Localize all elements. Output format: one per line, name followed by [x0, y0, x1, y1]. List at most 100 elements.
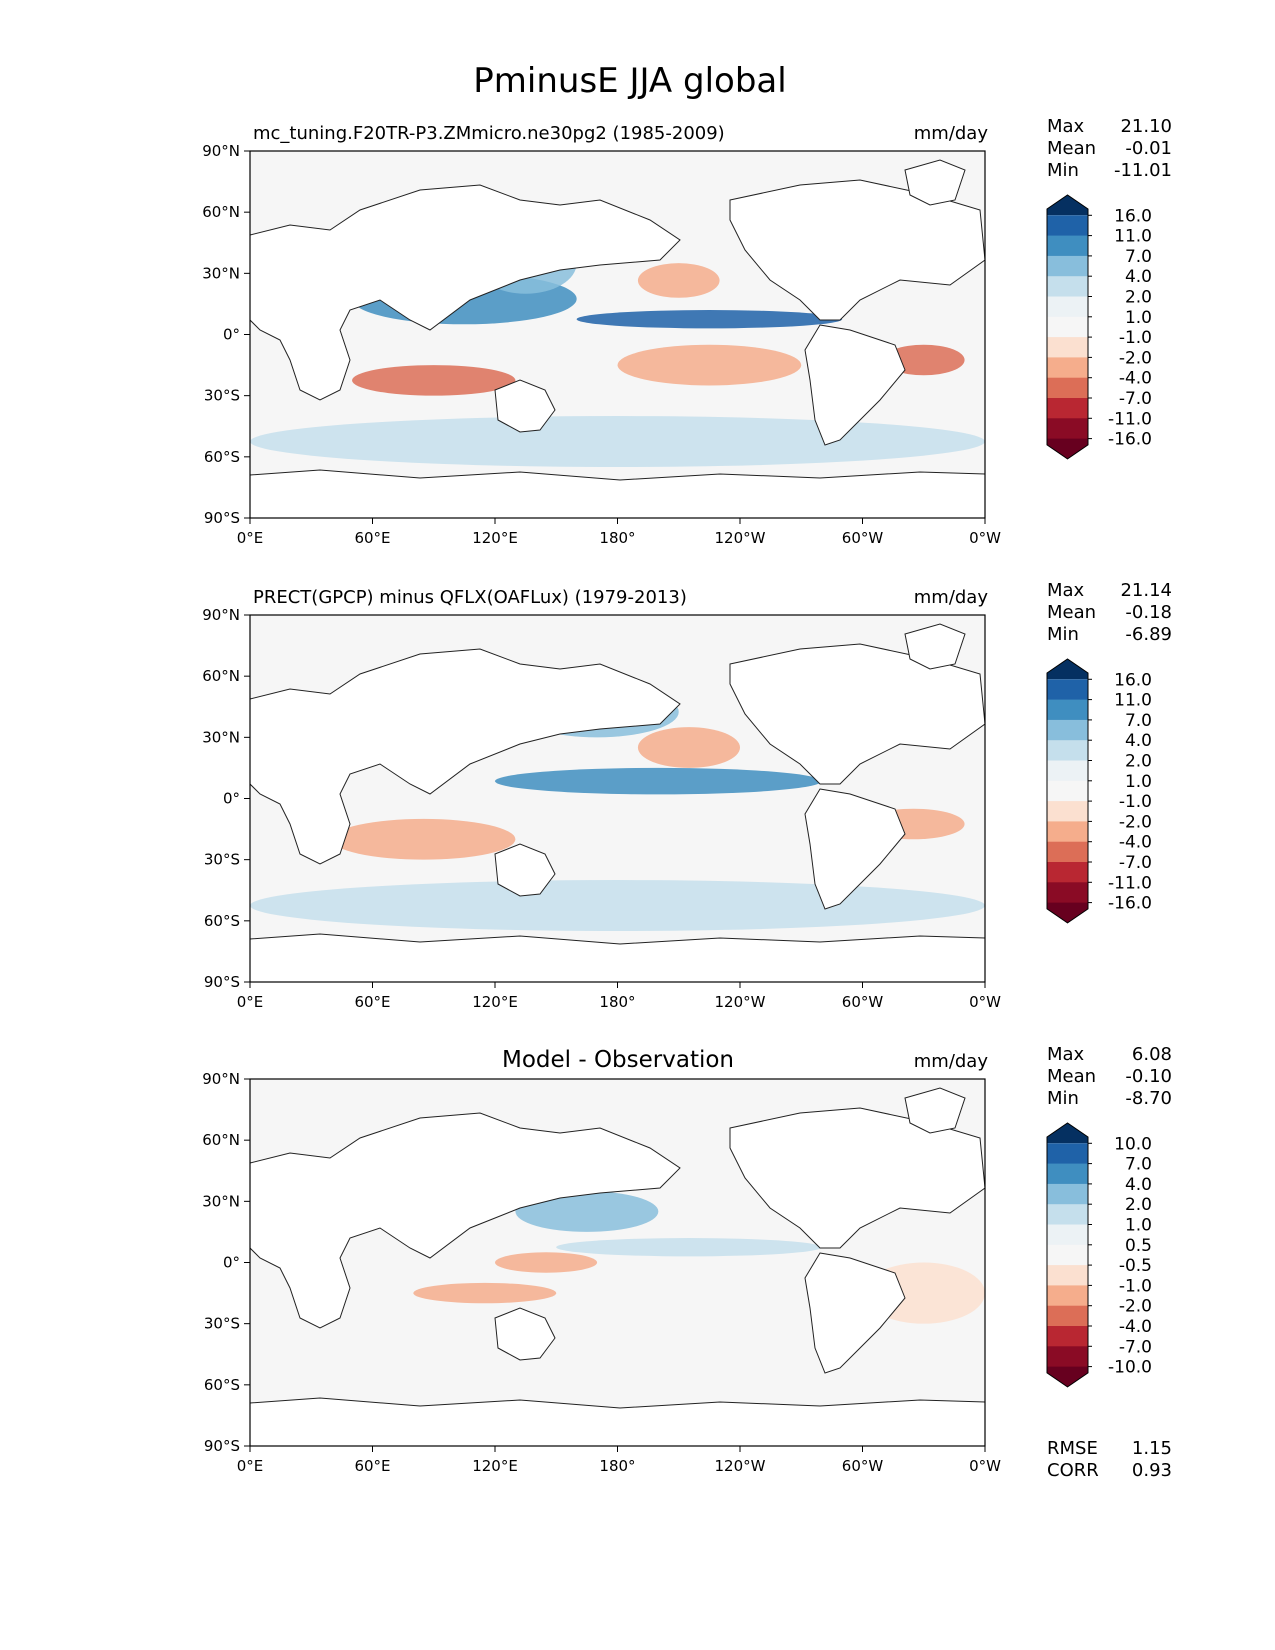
colorbar: 16.011.07.04.02.01.0-1.0-2.0-4.0-7.0-11.… [1046, 658, 1152, 924]
figure-title: PminusE JJA global [473, 61, 786, 101]
colorbar-label: -7.0 [1119, 853, 1152, 873]
colorbar-swatch [1047, 1224, 1088, 1246]
colorbar-label: -1.0 [1119, 328, 1152, 348]
y-tick-label: 0° [223, 790, 240, 808]
panel-title: PRECT(GPCP) minus QFLX(OAFLux) (1979-201… [253, 587, 687, 608]
continent-south-america [804, 788, 906, 910]
x-tick-label: 60°W [842, 1457, 884, 1475]
colorbar-label: -4.0 [1119, 833, 1152, 853]
continent-africa-eurasia [250, 648, 681, 865]
y-tick-label: 90°S [204, 509, 240, 527]
y-tick-label: 30°N [202, 728, 240, 746]
colorbar-label: 2.0 [1125, 288, 1152, 308]
x-tick-label: 60°W [842, 529, 884, 547]
stat-value: -6.89 [1125, 624, 1172, 645]
stat-label: Min [1047, 1088, 1079, 1109]
colorbar-swatch [1047, 882, 1088, 904]
x-axis: 0°E 60°E 120°E 180° 120°W 60°W 0°W [237, 518, 1001, 547]
x-tick-label: 180° [599, 993, 635, 1011]
colorbar-swatch [1047, 801, 1088, 822]
panel-model: mc_tuning.F20TR-P3.ZMmicro.ne30pg2 (1985… [202, 116, 1172, 547]
x-tick-label: 60°E [354, 529, 390, 547]
y-tick-label: 90°S [204, 973, 240, 991]
y-tick-label: 30°S [204, 851, 240, 869]
colorbar-label: 7.0 [1125, 1155, 1152, 1175]
units-label: mm/day [914, 1051, 989, 1072]
colorbar-swatch [1047, 296, 1088, 318]
y-tick-label: 30°N [202, 1192, 240, 1210]
field-feature-5 [250, 880, 985, 932]
stats-box: Max 6.08 Mean -0.10 Min -8.70 [1047, 1044, 1172, 1109]
continent-greenland [904, 159, 966, 206]
colorbar-label: 1.0 [1125, 1216, 1152, 1236]
continent-greenland [904, 623, 966, 670]
colorbar-label: 7.0 [1125, 711, 1152, 731]
stat-label: Mean [1047, 602, 1096, 623]
colorbar-swatch [1047, 1265, 1088, 1286]
colorbar-label: -11.0 [1108, 873, 1152, 893]
x-axis: 0°E 60°E 120°E 180° 120°W 60°W 0°W [237, 982, 1001, 1011]
stat-value: 21.14 [1120, 580, 1172, 601]
colorbar-swatch [1047, 1346, 1088, 1368]
field-features [250, 201, 985, 468]
stat-value: -11.01 [1114, 160, 1172, 181]
colorbar-swatch [1047, 740, 1088, 761]
colorbar-label: 2.0 [1125, 752, 1152, 772]
x-tick-label: 120°W [715, 529, 766, 547]
colorbar-label: -16.0 [1108, 430, 1152, 450]
panel-difference: Model - Observation mm/day 90°N 60°N 30°N 0… [202, 1044, 1172, 1481]
colorbar-label: 0.5 [1125, 1236, 1152, 1256]
stat-label: Max [1047, 116, 1085, 137]
x-tick-label: 120°E [472, 1457, 518, 1475]
colorbar-label: 4.0 [1125, 1175, 1152, 1195]
colorbar-swatch [1047, 1183, 1088, 1205]
metric-label: CORR [1047, 1460, 1099, 1481]
map-field [250, 615, 985, 982]
colorbar-swatch [1047, 821, 1088, 843]
metrics-box: RMSE 1.15 CORR 0.93 [1047, 1438, 1172, 1481]
x-tick-label: 60°E [354, 1457, 390, 1475]
x-tick-label: 0°E [237, 1457, 264, 1475]
x-tick-label: 0°W [969, 1457, 1001, 1475]
colorbar-swatch [1047, 780, 1088, 802]
continent-north-america [729, 179, 985, 321]
colorbar-swatch [1047, 699, 1088, 721]
y-tick-label: 30°N [202, 264, 240, 282]
x-tick-label: 0°E [237, 993, 264, 1011]
colorbar-label: 4.0 [1125, 267, 1152, 287]
stats-box: Max 21.14 Mean -0.18 Min -6.89 [1047, 580, 1172, 645]
colorbar-label: -2.0 [1119, 812, 1152, 832]
metric-label: RMSE [1047, 1438, 1098, 1459]
field-feature-1 [556, 1238, 822, 1257]
colorbar-label: 16.0 [1114, 206, 1152, 226]
stat-label: Mean [1047, 138, 1096, 159]
colorbar-swatch [1047, 195, 1088, 216]
continent-antarctica [250, 469, 985, 518]
y-tick-label: 30°S [204, 387, 240, 405]
field-feature-2 [413, 1282, 557, 1304]
x-tick-label: 0°W [969, 993, 1001, 1011]
colorbar-label: -7.0 [1119, 389, 1152, 409]
colorbar: 10.07.04.02.01.00.5-0.5-1.0-2.0-4.0-7.0-… [1046, 1122, 1152, 1388]
y-tick-label: 90°S [204, 1437, 240, 1455]
colorbar-swatch [1047, 1285, 1088, 1307]
stat-value: 21.10 [1120, 116, 1172, 137]
x-tick-label: 120°W [715, 1457, 766, 1475]
y-tick-label: 60°S [204, 1376, 240, 1394]
x-axis: 0°E 60°E 120°E 180° 120°W 60°W 0°W [237, 1446, 1001, 1475]
colorbar-swatch [1047, 862, 1088, 883]
field-feature-0 [515, 1191, 659, 1232]
continent-africa-eurasia [250, 1112, 681, 1329]
colorbar-label: -2.0 [1119, 1297, 1152, 1317]
colorbar-label: 11.0 [1114, 227, 1152, 247]
x-tick-label: 180° [599, 529, 635, 547]
y-axis: 90°N 60°N 30°N 0° 30°S 60°S 90°S [202, 606, 250, 991]
colorbar-swatch [1047, 760, 1088, 782]
map-field [250, 151, 985, 518]
colorbar-outline [1046, 658, 1089, 924]
continent-australia [494, 1307, 556, 1361]
colorbar-label: 4.0 [1125, 731, 1152, 751]
stat-value: 6.08 [1132, 1044, 1172, 1065]
colorbar-label: -4.0 [1119, 369, 1152, 389]
